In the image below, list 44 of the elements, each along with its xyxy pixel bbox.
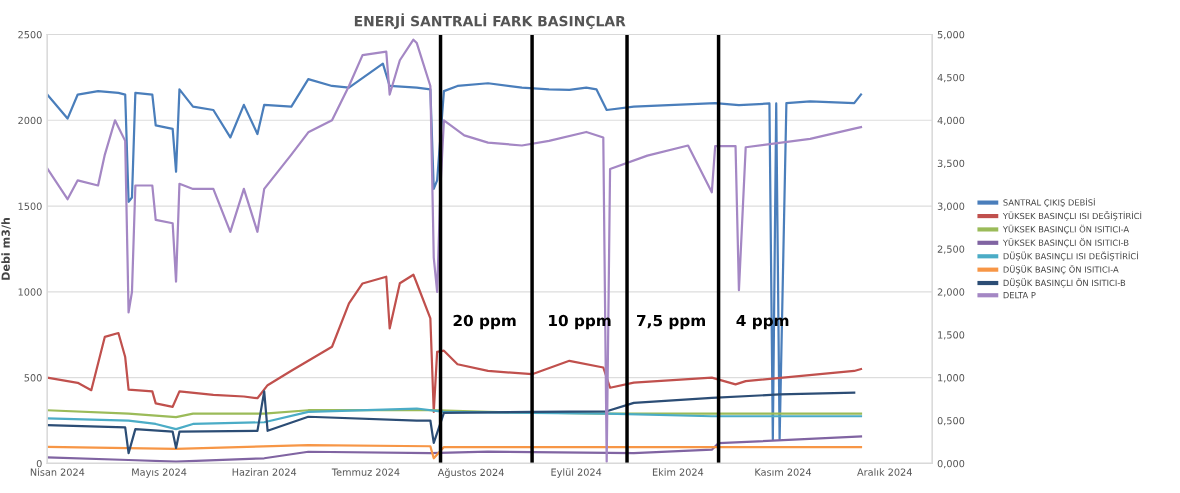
x-tick-label: Ekim 2024 (652, 468, 704, 476)
x-tick-label: Temmuz 2024 (331, 468, 400, 476)
line-series (47, 443, 863, 460)
legend-label: DÜŞÜK BASINÇ ÖN ISITICI-A (1003, 264, 1119, 275)
annotation: 7,5 ppm (637, 314, 705, 330)
y2-tick-label: 0,000 (937, 459, 965, 469)
legend-label: DÜŞÜK BASINÇLI ISI DEĞİŞTİRİCİ (1003, 251, 1138, 261)
y-tick-label: 500 (24, 374, 42, 382)
y-tick-label: 1500 (18, 202, 42, 210)
legend-label: YÜKSEK BASINÇLI ISI DEĞİŞTİRİCİ (1002, 211, 1142, 221)
annotation: 10 ppm (549, 314, 611, 330)
legend-label: YÜKSEK BASINÇLI ÖN ISITICI-B (1002, 238, 1129, 248)
y-tick-label: 1000 (18, 288, 42, 296)
line-series (47, 407, 863, 431)
y2-tick-label: 2,500 (937, 245, 965, 254)
x-tick-label: Haziran 2024 (232, 468, 297, 476)
y2-tick-label: 1,000 (938, 374, 965, 383)
line-series (47, 273, 863, 414)
x-tick-label: Eylül 2024 (551, 468, 602, 478)
y-tick-label: 2000 (18, 116, 42, 125)
legend-label: DÜŞÜK BASINÇLI ÖN ISITICI-B (1003, 278, 1126, 288)
y2-tick-label: 4,000 (937, 116, 965, 126)
y2-tick-label: 1,500 (938, 331, 965, 340)
x-tick-label: Mayıs 2024 (132, 468, 187, 478)
legend-label: SANTRAL ÇIKIŞ DEBİSİ (1003, 197, 1095, 208)
line-series (47, 435, 863, 463)
annotation: 20 ppm (453, 314, 516, 330)
y-tick-label: 0 (36, 459, 42, 468)
y2-tick-label: 3,500 (937, 159, 965, 169)
y2-tick-label: 3,000 (937, 202, 965, 211)
line-series (47, 390, 856, 455)
y-axis-title: Debi m3/h (1, 218, 11, 280)
y-tick-label: 2500 (18, 30, 42, 39)
x-tick-label: Kasım 2024 (755, 468, 812, 476)
y2-tick-label: 0,500 (937, 417, 965, 426)
y2-tick-label: 5,000 (937, 30, 965, 40)
chart-title: ENERJİ SANTRALİ FARK BASINÇLAR (354, 13, 626, 29)
legend-label: YÜKSEK BASINÇLI ÖN ISITICI-A (1002, 224, 1130, 234)
x-tick-label: Ağustos 2024 (437, 468, 504, 478)
x-tick-label: Aralık 2024 (857, 468, 912, 476)
x-tick-label: Nisan 2024 (30, 468, 85, 476)
legend-label: DELTA P (1003, 292, 1036, 299)
y2-tick-label: 2,000 (937, 288, 965, 297)
y2-tick-label: 4,500 (937, 73, 965, 83)
